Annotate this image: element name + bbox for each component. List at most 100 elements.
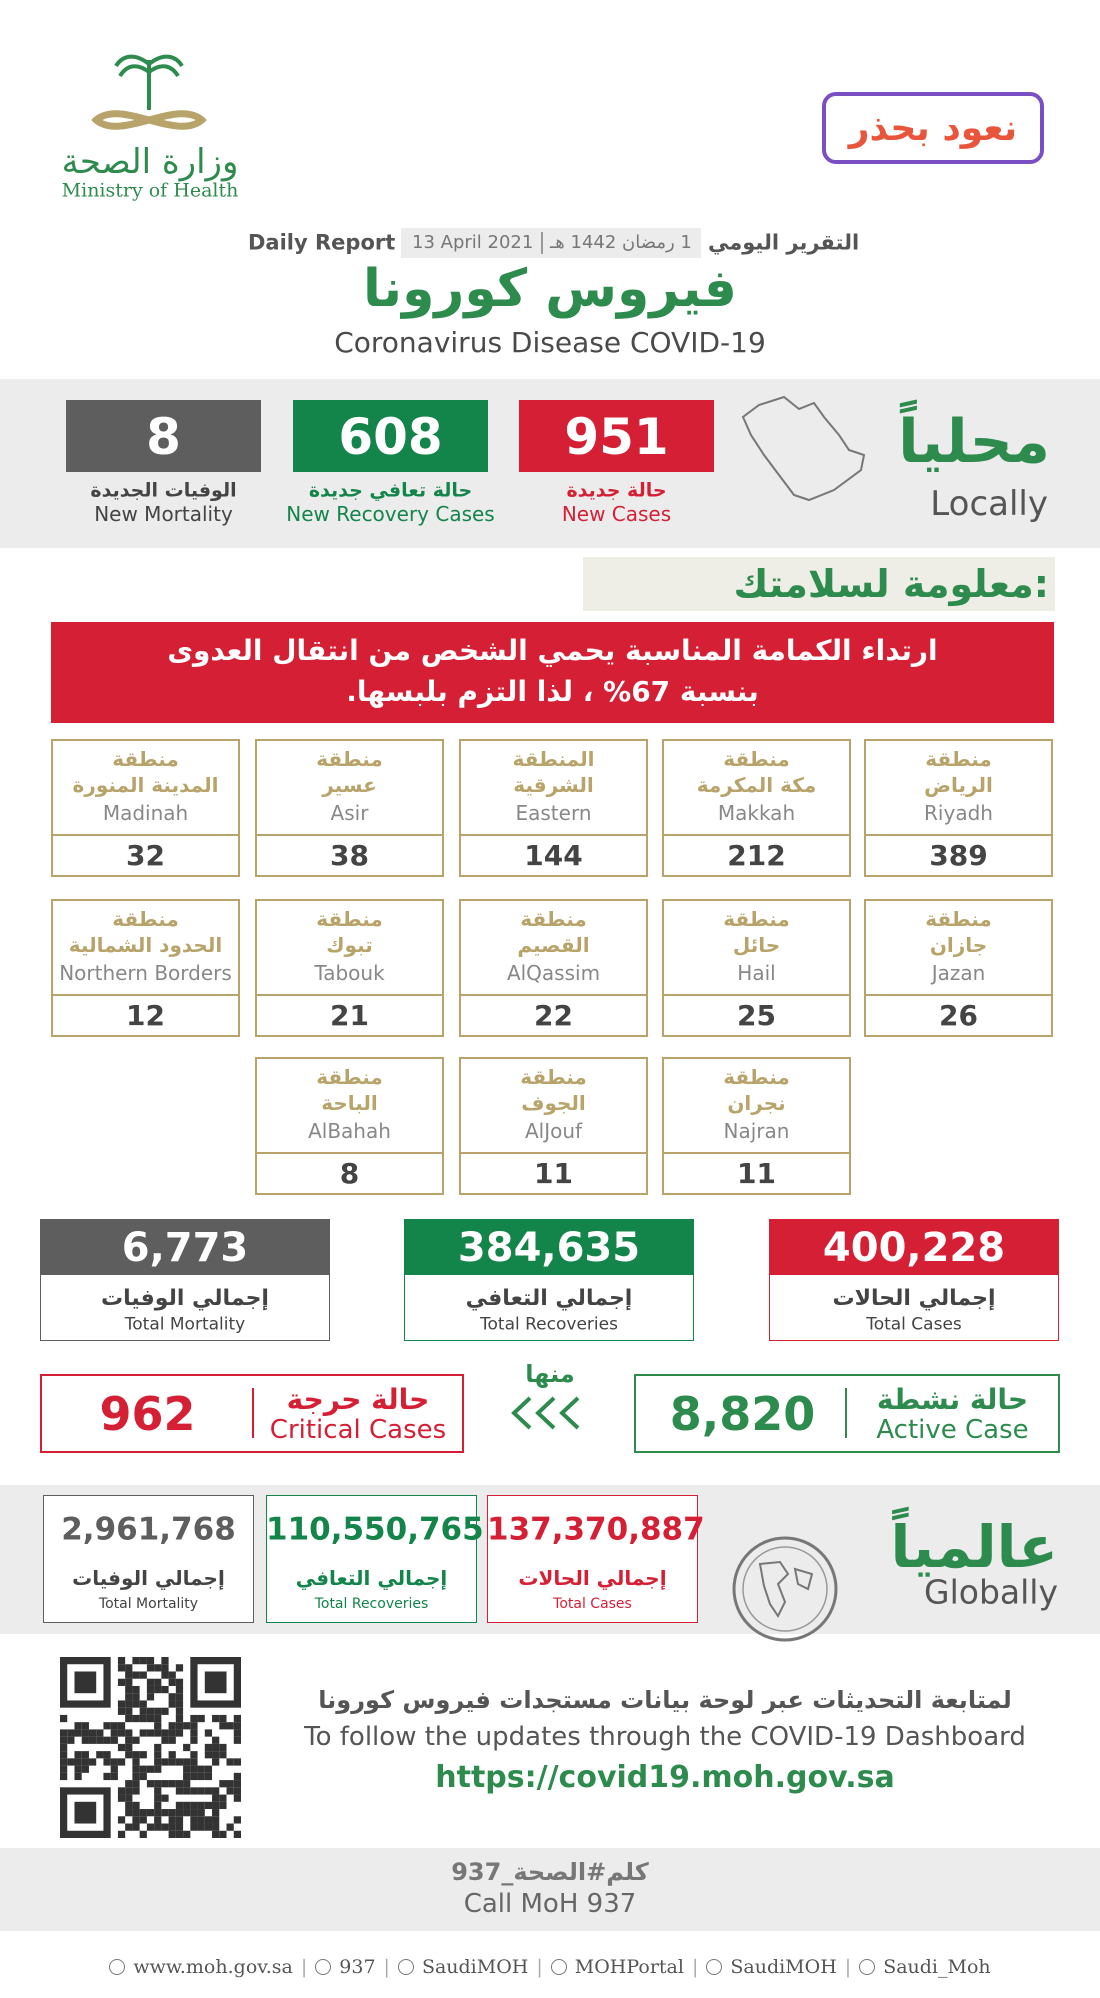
qr-module	[204, 1816, 213, 1824]
qr-module	[74, 1729, 82, 1737]
qr-module	[125, 1693, 133, 1701]
qr-module	[139, 1707, 147, 1715]
qr-module	[117, 1700, 126, 1708]
qr-module	[212, 1809, 220, 1817]
report-en: Daily Report	[248, 230, 396, 255]
qr-module	[190, 1809, 198, 1817]
qr-module	[103, 1751, 111, 1759]
region-value: 22	[534, 999, 573, 1032]
qr-module	[125, 1780, 133, 1788]
global-value: 137,370,887	[487, 1511, 705, 1548]
qr-module	[117, 1830, 126, 1838]
qr-module	[175, 1700, 184, 1708]
qr-module	[146, 1765, 155, 1773]
footer-link[interactable]: 937	[339, 1956, 376, 1978]
date-hijri: 1 رمضان 1442 هـ	[550, 232, 692, 253]
qr-module	[154, 1765, 162, 1773]
region-divider	[662, 1152, 851, 1154]
region-name-ar: مكة المكرمة	[696, 773, 817, 797]
qr-module	[154, 1685, 162, 1694]
qr-module	[125, 1671, 133, 1679]
qr-module	[139, 1772, 147, 1781]
region-box	[255, 739, 444, 877]
footer-link[interactable]: MOHPortal	[574, 1956, 684, 1978]
qr-module	[175, 1685, 184, 1694]
new-stat-label-ar: حالة تعافي جديدة	[308, 479, 473, 502]
region-name-ar: الحدود الشمالية	[68, 933, 223, 957]
qr-module	[175, 1830, 184, 1838]
qr-module	[146, 1714, 155, 1723]
qr-module	[125, 1707, 133, 1715]
new-stat-value: 8	[146, 408, 181, 466]
qr-module	[168, 1678, 176, 1686]
title-ar: فيروس كورونا	[363, 259, 737, 319]
footer-link[interactable]: SaudiMOH	[730, 1956, 837, 1978]
qr-module	[125, 1700, 133, 1708]
new-stat-label-ar: الوفيات الجديدة	[90, 479, 237, 502]
dashboard-ar: لمتابعة التحديثات عبر لوحة بيانات مستجدا…	[318, 1686, 1012, 1714]
qr-module	[168, 1751, 176, 1759]
region-divider	[459, 1152, 648, 1154]
total-value: 6,773	[121, 1225, 249, 1271]
qr-module	[175, 1714, 184, 1723]
qr-module	[154, 1823, 162, 1831]
qr-module	[146, 1657, 155, 1665]
qr-module	[161, 1809, 169, 1817]
footer-separator: |	[844, 1956, 852, 1978]
region-name-en: Najran	[723, 1119, 790, 1143]
qr-module	[125, 1743, 133, 1752]
region-divider	[662, 834, 851, 836]
region-name-ar: نجران	[727, 1091, 786, 1115]
date-divider	[541, 232, 543, 254]
qr-module	[110, 1722, 118, 1730]
region-value: 11	[737, 1157, 776, 1190]
qr-module	[103, 1736, 111, 1744]
region-value: 212	[727, 839, 786, 872]
qr-module	[204, 1823, 213, 1831]
qr-module	[161, 1671, 169, 1679]
region-name-ar: جازان	[929, 933, 988, 957]
qr-module	[154, 1714, 162, 1723]
qr-module	[226, 1823, 234, 1831]
critical-divider	[252, 1388, 254, 1438]
critical-box	[40, 1374, 464, 1453]
region-name-en: Jazan	[931, 961, 986, 985]
qr-module	[154, 1801, 162, 1810]
qr-module	[96, 1729, 104, 1737]
dashboard-url[interactable]: https://covid19.moh.gov.sa	[435, 1760, 895, 1795]
region-box	[255, 899, 444, 1037]
qr-module	[103, 1722, 111, 1730]
region-prefix: منطقة	[723, 1065, 790, 1089]
region-box	[255, 1057, 444, 1195]
campaign-text: نعود بحذر	[848, 108, 1018, 149]
qr-module	[154, 1780, 162, 1788]
qr-module	[60, 1729, 68, 1737]
qr-module	[161, 1780, 169, 1788]
qr-module	[190, 1729, 198, 1737]
region-box	[662, 739, 851, 877]
qr-module	[161, 1664, 169, 1672]
qr-module	[197, 1714, 205, 1723]
ministry-en: Ministry of Health	[61, 179, 239, 202]
new-stat-label-en: New Recovery Cases	[286, 502, 495, 526]
region-name-en: Eastern	[515, 801, 592, 825]
active-value: 8,820	[669, 1387, 816, 1441]
qr-module	[212, 1816, 220, 1824]
report-ar: التقرير اليومي	[708, 230, 860, 255]
critical-value: 962	[99, 1387, 196, 1441]
footer-link[interactable]: www.moh.gov.sa	[133, 1956, 293, 1978]
footer-link[interactable]: Saudi_Moh	[883, 1956, 991, 1978]
new-stat-box	[66, 400, 261, 472]
qr-module	[74, 1751, 82, 1759]
call-band	[0, 1848, 1100, 1931]
qr-module	[146, 1664, 155, 1672]
qr-module	[233, 1794, 241, 1802]
qr-module	[219, 1751, 227, 1759]
region-prefix: منطقة	[520, 1065, 587, 1089]
qr-module	[212, 1743, 220, 1752]
qr-module	[88, 1758, 97, 1766]
qr-module	[197, 1823, 205, 1831]
qr-module	[233, 1830, 241, 1838]
footer-link[interactable]: SaudiMOH	[421, 1956, 529, 1978]
qr-module	[219, 1722, 227, 1730]
